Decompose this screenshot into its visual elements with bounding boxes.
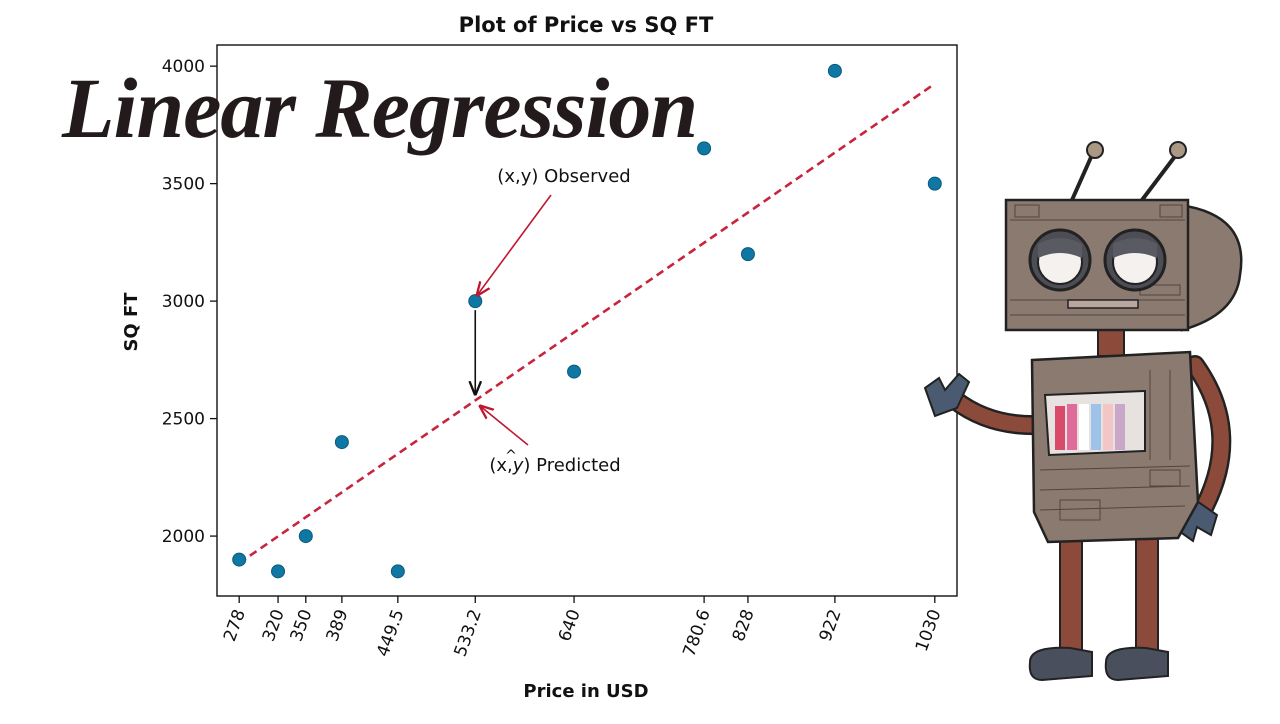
chart-title: Plot of Price vs SQ FT <box>459 13 714 37</box>
x-tick-label: 278 <box>220 607 250 644</box>
y-tick-label: 2000 <box>162 527 205 547</box>
overlay-title: Linear Regression <box>62 60 698 156</box>
predicted-label: (x,y) Predicted <box>489 455 620 476</box>
x-tick-label: 1030 <box>912 607 946 654</box>
y-tick-label: 4000 <box>162 57 205 77</box>
data-point <box>271 564 286 579</box>
data-point <box>298 529 313 544</box>
x-tick-label: 922 <box>816 607 846 644</box>
x-tick-label: 449.5 <box>373 607 408 660</box>
y-axis: 2000 2500 3000 3500 4000 <box>162 57 217 547</box>
x-tick-label: 389 <box>323 607 353 644</box>
plot-frame <box>216 44 958 597</box>
data-point <box>334 435 349 450</box>
predicted-arrow <box>480 406 529 446</box>
regression-line <box>238 82 936 565</box>
x-tick-label: 533.2 <box>451 607 486 660</box>
x-axis-label: Price in USD <box>523 681 648 702</box>
y-axis-label: SQ FT <box>121 292 142 352</box>
x-tick-label: 780.6 <box>679 607 714 660</box>
x-tick-label: 350 <box>287 607 317 644</box>
x-tick-label: 828 <box>729 607 759 644</box>
data-point <box>468 294 483 309</box>
observed-label: (x,y) Observed <box>497 166 630 187</box>
data-point <box>697 141 712 156</box>
data-point <box>740 247 755 262</box>
y-tick-label: 2500 <box>162 410 205 430</box>
y-tick-label: 3500 <box>162 175 205 195</box>
observed-arrow <box>477 194 552 295</box>
data-points <box>232 63 942 579</box>
x-tick-label: 320 <box>259 607 289 644</box>
predicted-hat: ^ <box>505 448 517 464</box>
x-tick-label: 640 <box>555 607 585 644</box>
data-point <box>827 63 842 78</box>
data-point <box>567 364 582 379</box>
data-point <box>390 564 405 579</box>
data-point <box>927 176 942 191</box>
y-tick-label: 3000 <box>162 292 205 312</box>
robot-illustration <box>923 141 1243 682</box>
data-point <box>232 552 247 567</box>
